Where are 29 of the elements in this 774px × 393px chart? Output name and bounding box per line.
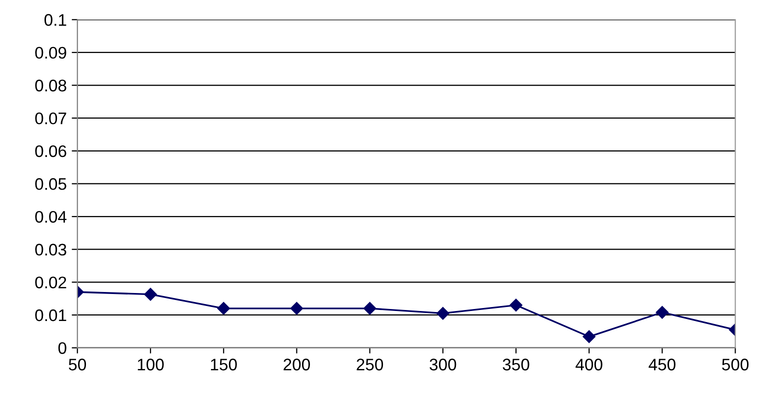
x-tick-label: 350 bbox=[502, 358, 530, 370]
y-tick-label: 0.04 bbox=[35, 210, 66, 223]
x-tick-label: 150 bbox=[210, 358, 237, 370]
point bbox=[582, 330, 596, 344]
point bbox=[144, 288, 157, 301]
y-tick-label: 0.08 bbox=[35, 80, 66, 92]
x-tick-label: 400 bbox=[576, 358, 602, 370]
point bbox=[656, 306, 669, 319]
x-tick-label: 250 bbox=[356, 358, 384, 370]
x-tick-label: 500 bbox=[722, 358, 749, 370]
point bbox=[290, 302, 304, 315]
point bbox=[436, 306, 450, 320]
point bbox=[510, 298, 522, 312]
x-tick-label: 50 bbox=[68, 358, 86, 370]
y-tick-label: 0.01 bbox=[35, 309, 66, 322]
x-tick-label: 200 bbox=[284, 358, 310, 370]
y-tick-label: 0.09 bbox=[35, 46, 66, 59]
point bbox=[217, 302, 230, 315]
y-tick-label: 0 bbox=[58, 342, 66, 354]
x-tick-label: 300 bbox=[430, 358, 456, 370]
y-tick-label: 0.1 bbox=[44, 14, 66, 26]
x-tick-label: 450 bbox=[648, 358, 676, 370]
y-tick-label: 0.02 bbox=[35, 276, 66, 288]
y-tick-label: 0.06 bbox=[35, 145, 66, 158]
y-tick-label: 0.05 bbox=[35, 178, 66, 190]
point bbox=[363, 302, 376, 315]
x-tick-label: 100 bbox=[138, 358, 164, 370]
y-tick-label: 0.07 bbox=[35, 112, 66, 124]
y-tick-label: 0.03 bbox=[35, 244, 66, 256]
